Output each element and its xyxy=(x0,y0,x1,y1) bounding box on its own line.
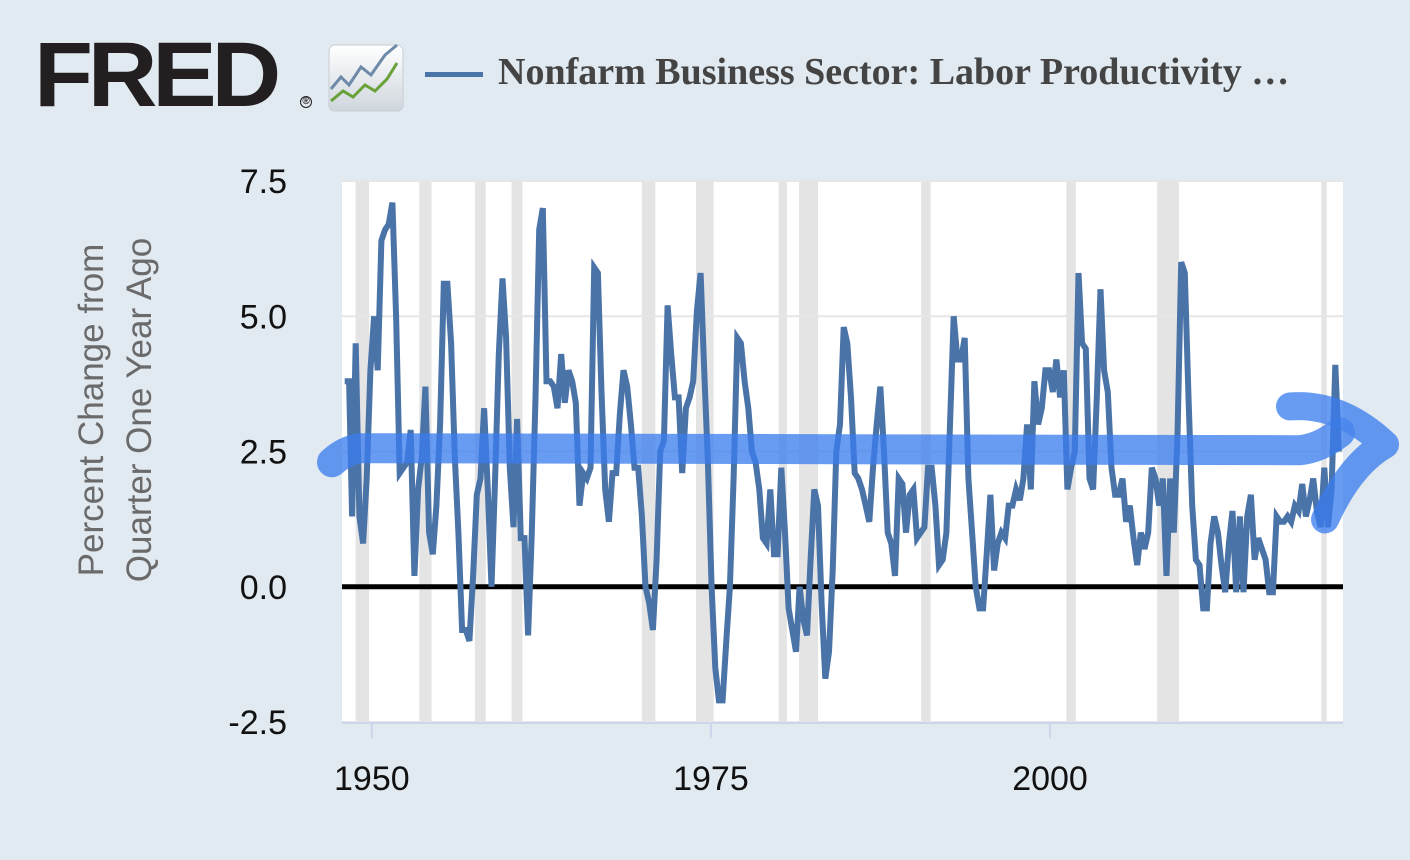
arrow-shaft xyxy=(317,417,1355,478)
y-tick-label: 2.5 xyxy=(240,434,287,472)
x-tick-label: 2000 xyxy=(1012,760,1088,798)
fred-logo[interactable]: FRED xyxy=(34,24,281,126)
legend-label: Nonfarm Business Sector: Labor Productiv… xyxy=(498,51,1290,93)
fred-chart-icon xyxy=(328,43,404,112)
legend-swatch xyxy=(425,72,483,77)
x-tick-label: 1950 xyxy=(334,760,410,798)
trend-arrow-annotation xyxy=(317,392,1399,534)
registered-mark: ® xyxy=(300,96,312,108)
chart-header: FRED ® Nonfarm Business Sector: Labor Pr… xyxy=(0,0,1410,130)
y-tick-label: -2.5 xyxy=(228,704,287,742)
y-tick-label: 0.0 xyxy=(240,569,287,607)
arrow-head xyxy=(1276,392,1399,534)
x-tick-label: 1975 xyxy=(673,760,749,798)
x-axis-ticks: 1950 1975 2000 xyxy=(334,722,1343,798)
y-tick-label: 7.5 xyxy=(240,163,287,201)
y-tick-label: 5.0 xyxy=(240,298,287,336)
y-axis-ticks: 7.5 5.0 2.5 0.0 -2.5 xyxy=(228,163,287,742)
productivity-series-line[interactable] xyxy=(344,202,1342,704)
